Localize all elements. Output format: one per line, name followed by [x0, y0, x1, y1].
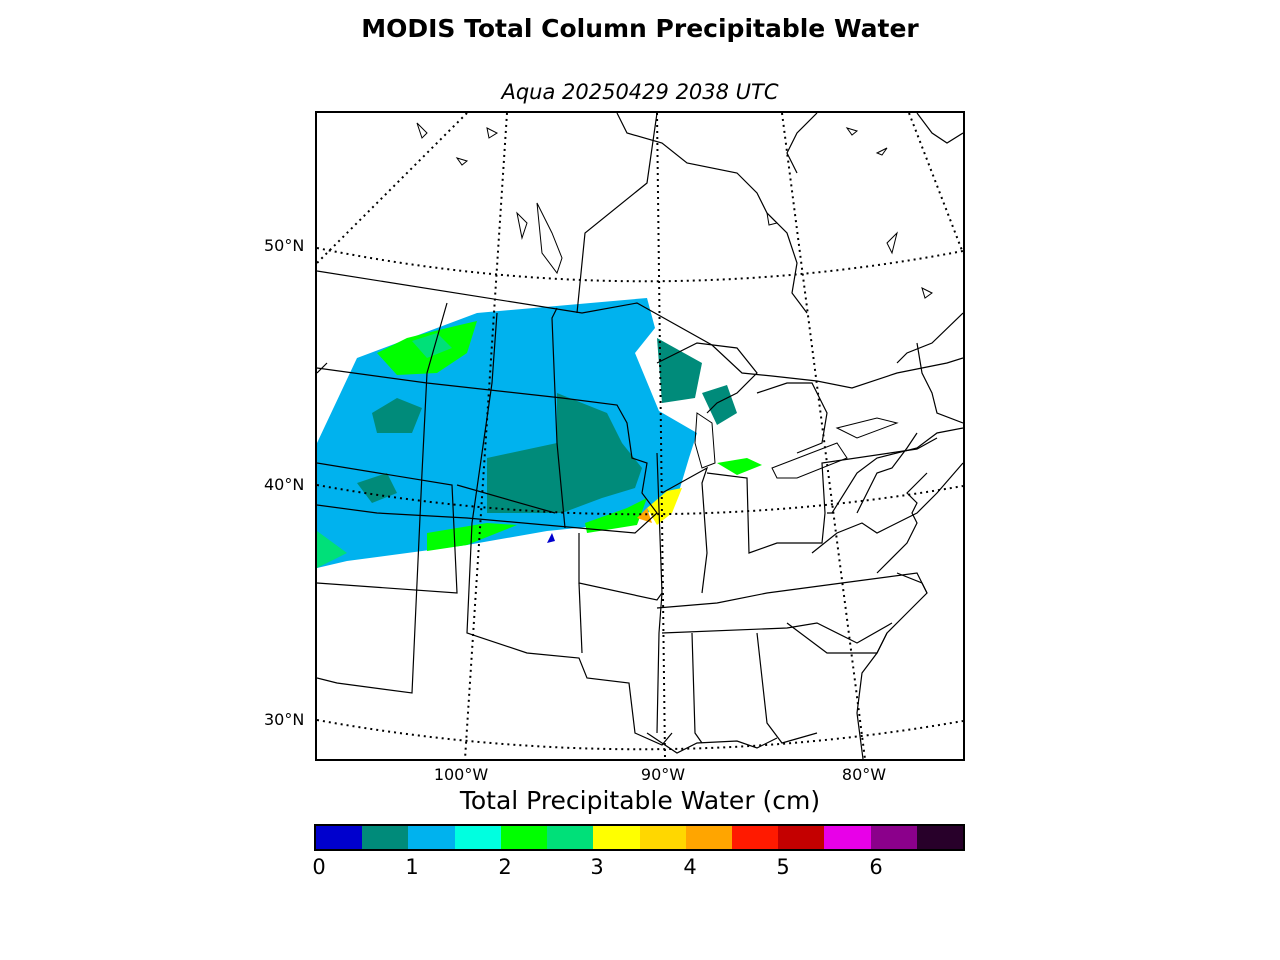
colorbar-swatch-3	[454, 826, 501, 849]
colorbar-swatch-2	[408, 826, 455, 849]
colorbar-swatch-7	[639, 826, 686, 849]
colorbar-swatch-5	[547, 826, 594, 849]
colorbar-swatch-1	[362, 826, 409, 849]
colorbar	[314, 824, 965, 851]
plot-title: MODIS Total Column Precipitable Water	[361, 14, 919, 43]
colorbar-title: Total Precipitable Water (cm)	[459, 786, 821, 815]
lat-label-50n: 50°N	[264, 236, 305, 255]
colorbar-swatch-13	[916, 826, 964, 849]
colorbar-tick-3: 3	[590, 855, 604, 879]
colorbar-tick-6: 6	[869, 855, 883, 879]
lat-label-40n: 40°N	[264, 475, 305, 494]
colorbar-tick-5: 5	[776, 855, 790, 879]
colorbar-swatch-11	[824, 826, 871, 849]
colorbar-swatch-6	[593, 826, 640, 849]
lakes-and-islands	[416, 122, 933, 479]
lon-label-80w: 80°W	[841, 765, 887, 784]
colorbar-swatch-4	[500, 826, 548, 849]
lon-label-90w: 90°W	[640, 765, 686, 784]
colorbar-tick-2: 2	[498, 855, 512, 879]
plot-subtitle: Aqua 20250429 2038 UTC	[501, 80, 779, 104]
colorbar-tick-4: 4	[683, 855, 697, 879]
coastline	[646, 472, 928, 759]
colorbar-tick-0: 0	[312, 855, 326, 879]
precipitable-water-map	[315, 111, 965, 761]
colorbar-swatch-9	[731, 826, 779, 849]
lat-label-30n: 30°N	[264, 710, 305, 729]
colorbar-swatch-8	[685, 826, 732, 849]
colorbar-swatch-10	[778, 826, 825, 849]
colorbar-tick-1: 1	[405, 855, 419, 879]
colorbar-swatch-12	[870, 826, 917, 849]
colorbar-swatch-0	[316, 826, 363, 849]
lon-label-100w: 100°W	[433, 765, 489, 784]
